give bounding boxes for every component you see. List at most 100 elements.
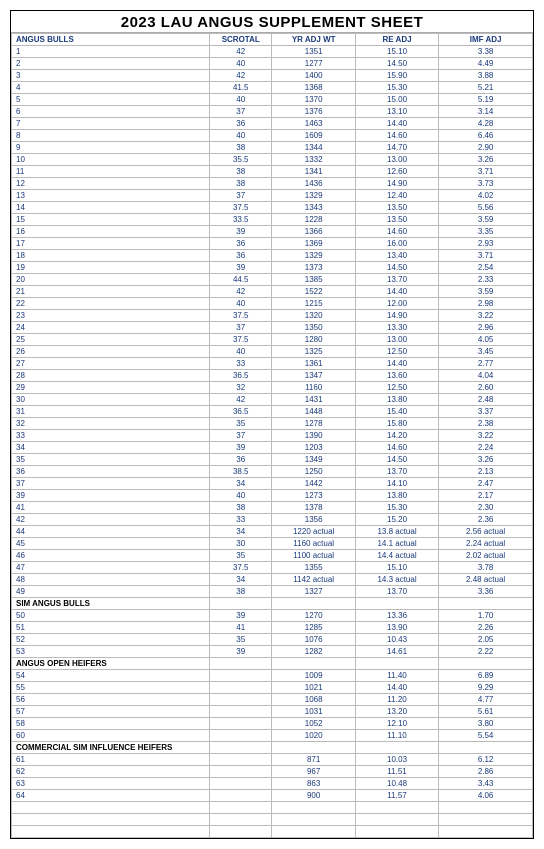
data-cell: 13.90	[355, 622, 438, 634]
data-cell: 2.24 actual	[439, 538, 533, 550]
data-cell: 13.80	[355, 394, 438, 406]
data-cell: 40	[209, 346, 272, 358]
row-id-cell: 62	[12, 766, 210, 778]
row-id-cell: 10	[12, 154, 210, 166]
empty-cell	[355, 814, 438, 826]
data-cell: 14.61	[355, 646, 438, 658]
empty-cell	[355, 802, 438, 814]
data-cell: 3.14	[439, 106, 533, 118]
data-cell: 1431	[272, 394, 355, 406]
data-cell: 37.5	[209, 202, 272, 214]
data-cell: 1344	[272, 142, 355, 154]
data-cell: 1215	[272, 298, 355, 310]
data-cell: 39	[209, 442, 272, 454]
data-cell: 40	[209, 490, 272, 502]
data-cell: 3.71	[439, 250, 533, 262]
empty-cell	[355, 742, 438, 754]
data-cell: 1442	[272, 478, 355, 490]
data-cell: 1373	[272, 262, 355, 274]
data-cell: 36	[209, 454, 272, 466]
section-header-row: COMMERCIAL SIM INFLUENCE HEIFERS	[12, 742, 533, 754]
data-cell: 1522	[272, 286, 355, 298]
table-row: 46351100 actual14.4 actual2.02 actual	[12, 550, 533, 562]
data-cell: 42	[209, 46, 272, 58]
row-id-cell: 19	[12, 262, 210, 274]
col-header: YR ADJ WT	[272, 34, 355, 46]
data-cell: 1278	[272, 418, 355, 430]
empty-cell	[439, 598, 533, 610]
data-cell: 6.12	[439, 754, 533, 766]
data-cell: 11.10	[355, 730, 438, 742]
data-cell: 1400	[272, 70, 355, 82]
data-cell: 2.36	[439, 514, 533, 526]
data-cell: 1368	[272, 82, 355, 94]
table-row: 3042143113.802.48	[12, 394, 533, 406]
empty-cell	[439, 658, 533, 670]
data-cell: 1390	[272, 430, 355, 442]
data-cell: 1356	[272, 514, 355, 526]
data-cell: 1273	[272, 490, 355, 502]
data-cell: 1277	[272, 58, 355, 70]
table-row: 4737.5135515.103.78	[12, 562, 533, 574]
data-cell: 14.20	[355, 430, 438, 442]
data-table: ANGUS BULLS SCROTAL YR ADJ WT RE ADJ IMF…	[11, 33, 533, 838]
data-cell	[209, 694, 272, 706]
row-id-cell: 20	[12, 274, 210, 286]
data-cell: 1220 actual	[272, 526, 355, 538]
table-row: 57103113.205.61	[12, 706, 533, 718]
data-cell: 14.3 actual	[355, 574, 438, 586]
data-cell: 34	[209, 574, 272, 586]
data-cell: 14.90	[355, 310, 438, 322]
data-cell: 3.22	[439, 430, 533, 442]
table-row: 5039127013.361.70	[12, 610, 533, 622]
table-row: 3136.5144815.403.37	[12, 406, 533, 418]
empty-cell	[272, 826, 355, 838]
data-cell: 33	[209, 358, 272, 370]
data-cell: 15.30	[355, 82, 438, 94]
data-cell: 13.70	[355, 466, 438, 478]
data-cell: 34	[209, 478, 272, 490]
data-cell: 3.45	[439, 346, 533, 358]
data-cell: 40	[209, 298, 272, 310]
data-cell	[209, 790, 272, 802]
table-row: 58105212.103.80	[12, 718, 533, 730]
table-row: 342140015.903.88	[12, 70, 533, 82]
data-cell: 4.28	[439, 118, 533, 130]
data-cell: 9.29	[439, 682, 533, 694]
row-id-cell: 4	[12, 82, 210, 94]
table-row: 44341220 actual13.8 actual2.56 actual	[12, 526, 533, 538]
table-row: 1939137314.502.54	[12, 262, 533, 274]
row-id-cell: 26	[12, 346, 210, 358]
data-cell: 1369	[272, 238, 355, 250]
data-cell: 13.80	[355, 490, 438, 502]
empty-cell	[439, 826, 533, 838]
data-cell: 13.00	[355, 154, 438, 166]
data-cell: 4.77	[439, 694, 533, 706]
data-cell: 40	[209, 58, 272, 70]
table-row: 1337132912.404.02	[12, 190, 533, 202]
data-cell: 36.5	[209, 406, 272, 418]
data-cell: 37.5	[209, 334, 272, 346]
section-header: SIM ANGUS BULLS	[12, 598, 210, 610]
data-cell: 3.73	[439, 178, 533, 190]
row-id-cell: 36	[12, 466, 210, 478]
data-cell: 33	[209, 514, 272, 526]
data-cell: 13.36	[355, 610, 438, 622]
data-cell: 12.00	[355, 298, 438, 310]
table-row: 2836.5134713.604.04	[12, 370, 533, 382]
empty-cell	[209, 826, 272, 838]
row-id-cell: 49	[12, 586, 210, 598]
data-cell: 38.5	[209, 466, 272, 478]
table-row: 840160914.606.46	[12, 130, 533, 142]
data-cell: 42	[209, 394, 272, 406]
row-id-cell: 29	[12, 382, 210, 394]
row-id-cell: 63	[12, 778, 210, 790]
header-row: ANGUS BULLS SCROTAL YR ADJ WT RE ADJ IMF…	[12, 34, 533, 46]
row-id-cell: 60	[12, 730, 210, 742]
empty-cell	[209, 598, 272, 610]
data-cell: 2.38	[439, 418, 533, 430]
data-cell: 38	[209, 586, 272, 598]
blank-row	[12, 826, 533, 838]
data-cell: 5.56	[439, 202, 533, 214]
table-row: 3439120314.602.24	[12, 442, 533, 454]
